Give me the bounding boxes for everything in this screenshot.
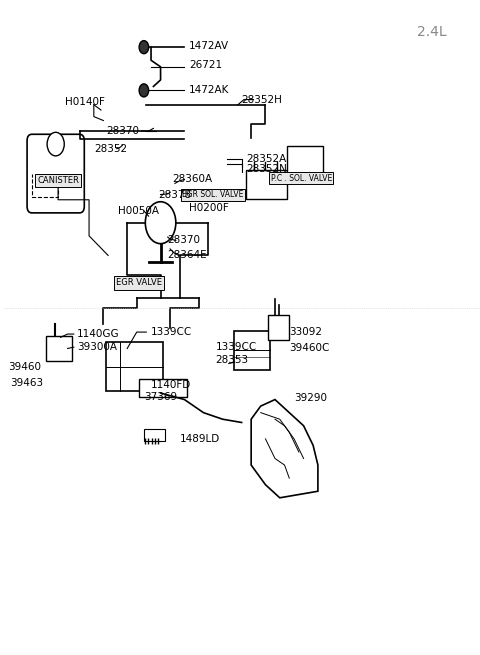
Text: 39290: 39290	[294, 392, 327, 403]
Text: 1489LD: 1489LD	[180, 434, 220, 444]
Text: 1339CC: 1339CC	[151, 327, 192, 337]
Text: 37369: 37369	[144, 392, 177, 402]
Text: 28360A: 28360A	[172, 174, 213, 185]
Text: 28352H: 28352H	[241, 94, 283, 105]
Bar	[234, 331, 270, 370]
Bar	[287, 145, 323, 175]
Circle shape	[47, 132, 64, 156]
Text: 39463: 39463	[11, 378, 44, 388]
Text: 39460C: 39460C	[289, 343, 330, 354]
Text: H0050A: H0050A	[118, 206, 159, 216]
Circle shape	[139, 84, 149, 97]
Bar	[246, 170, 287, 199]
Text: 28378: 28378	[158, 189, 192, 200]
Text: 28364E: 28364E	[168, 250, 207, 261]
Bar	[139, 379, 187, 397]
Text: 2.4L: 2.4L	[417, 25, 446, 39]
Text: 26721: 26721	[189, 60, 222, 71]
Text: 39460: 39460	[8, 362, 41, 372]
Text: 1339CC: 1339CC	[216, 342, 257, 352]
Polygon shape	[251, 400, 318, 498]
Text: 28370: 28370	[168, 235, 201, 246]
Bar	[106, 342, 163, 392]
Text: 1472AK: 1472AK	[189, 85, 229, 96]
Text: H0140F: H0140F	[65, 97, 105, 107]
Text: 33092: 33092	[289, 327, 322, 337]
Text: EGR SOL. VALVE: EGR SOL. VALVE	[182, 190, 244, 199]
Bar	[268, 315, 289, 340]
Text: P.C . SOL. VALVE: P.C . SOL. VALVE	[271, 174, 332, 183]
Circle shape	[139, 41, 149, 54]
Text: CANISTER: CANISTER	[37, 176, 79, 185]
Bar	[144, 429, 165, 441]
Text: 39300A: 39300A	[77, 342, 117, 352]
Text: EGR VALVE: EGR VALVE	[116, 278, 162, 288]
Text: 28370: 28370	[106, 126, 139, 136]
Text: 28353: 28353	[216, 355, 249, 365]
Circle shape	[145, 202, 176, 244]
Text: 28352N: 28352N	[246, 164, 287, 174]
Text: 28352A: 28352A	[246, 153, 287, 164]
Text: H0200F: H0200F	[189, 203, 229, 214]
Text: 1140FD: 1140FD	[151, 380, 192, 390]
FancyBboxPatch shape	[27, 134, 84, 213]
Text: 28352: 28352	[94, 143, 127, 154]
Bar	[46, 336, 72, 361]
Text: 1472AV: 1472AV	[189, 41, 229, 51]
Text: 1140GG: 1140GG	[77, 329, 120, 339]
